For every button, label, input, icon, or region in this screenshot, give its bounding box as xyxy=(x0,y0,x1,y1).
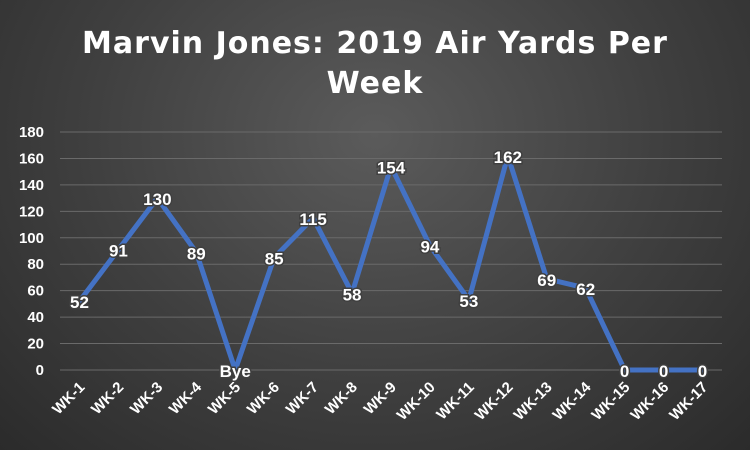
y-tick-label: 60 xyxy=(27,283,44,300)
x-tick-label: WK-12 xyxy=(472,379,517,424)
x-tick-label: WK-3 xyxy=(127,379,166,418)
data-label: 62 xyxy=(576,280,595,299)
y-tick-label: 0 xyxy=(36,362,44,379)
series-line xyxy=(76,153,706,373)
x-tick-label: WK-10 xyxy=(394,379,439,424)
data-label: 0 xyxy=(698,362,707,381)
y-tick-label: 100 xyxy=(19,230,44,247)
y-axis-ticks: 0 20 40 60 80 100 120 140 160 180 xyxy=(19,124,44,379)
x-tick-label: WK-17 xyxy=(666,379,711,424)
y-tick-label: 160 xyxy=(19,150,44,167)
data-label: 0 xyxy=(659,362,668,381)
y-tick-label: 180 xyxy=(19,124,44,141)
x-tick-label: WK-4 xyxy=(166,378,206,418)
data-label: 130 xyxy=(143,190,171,209)
x-tick-label: WK-14 xyxy=(550,378,595,423)
data-label: 53 xyxy=(459,292,478,311)
x-tick-label: WK-5 xyxy=(205,379,244,418)
data-label: 85 xyxy=(265,250,284,269)
y-tick-label: 140 xyxy=(19,177,44,194)
data-label: 58 xyxy=(343,285,362,304)
data-label: 154 xyxy=(377,158,406,177)
data-label: 89 xyxy=(187,244,206,263)
data-label: 94 xyxy=(420,238,439,257)
x-tick-label: WK-1 xyxy=(49,379,88,418)
data-label: 0 xyxy=(620,362,629,381)
x-tick-label: WK-11 xyxy=(433,379,477,423)
x-tick-label: WK-2 xyxy=(88,379,127,418)
x-tick-label: WK-13 xyxy=(511,379,556,424)
x-tick-label: WK-16 xyxy=(627,379,672,424)
x-tick-label: WK-6 xyxy=(244,379,283,418)
data-label: 52 xyxy=(70,293,89,312)
series-line-group xyxy=(76,153,706,373)
data-label: 115 xyxy=(299,210,326,229)
y-tick-label: 120 xyxy=(19,203,44,220)
y-tick-label: 40 xyxy=(27,309,44,326)
data-label: 91 xyxy=(109,242,128,261)
data-label: 162 xyxy=(494,148,522,167)
x-tick-label: WK-8 xyxy=(322,379,361,418)
gridlines xyxy=(60,131,722,371)
x-tick-label: WK-7 xyxy=(283,379,322,418)
data-label: 69 xyxy=(537,271,556,290)
y-tick-label: 20 xyxy=(27,336,44,353)
y-tick-label: 80 xyxy=(27,256,44,273)
data-labels: 52 91 130 89 Bye 85 115 58 154 94 53 162 69 62 0 0 0 xyxy=(69,146,709,382)
data-label: Bye xyxy=(220,362,251,381)
x-axis-ticks: WK-1 WK-2 WK-3 WK-4 WK-5 WK-6 WK-7 WK-8 WK-9WK-1… xyxy=(49,378,711,423)
x-tick-label: WK-15 xyxy=(588,379,633,424)
chart-title: Marvin Jones: 2019 Air Yards Per Week xyxy=(82,26,668,101)
